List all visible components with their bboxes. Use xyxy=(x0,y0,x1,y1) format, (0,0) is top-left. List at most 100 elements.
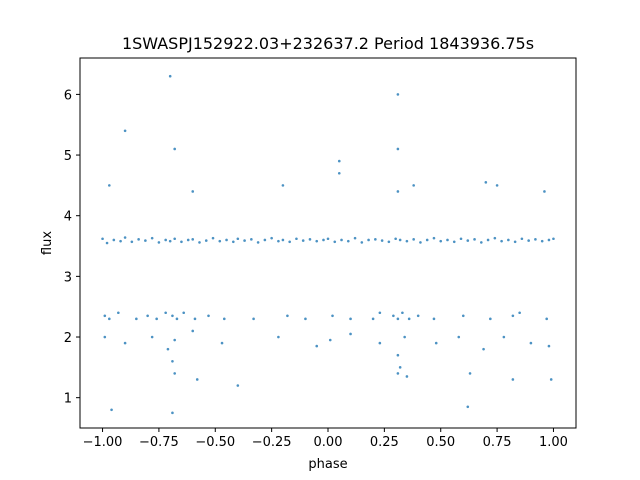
x-tick-label: 0.25 xyxy=(370,435,399,450)
data-point xyxy=(396,317,400,321)
data-point xyxy=(301,239,305,242)
data-point xyxy=(493,236,497,240)
data-point xyxy=(432,317,436,321)
data-point xyxy=(175,317,179,321)
data-point xyxy=(218,239,222,243)
data-point xyxy=(243,239,246,242)
data-point xyxy=(112,238,116,242)
data-point xyxy=(511,378,515,381)
data-point xyxy=(396,147,400,151)
data-point xyxy=(540,239,544,243)
data-point xyxy=(425,238,429,242)
data-point xyxy=(195,378,199,381)
data-point xyxy=(117,311,120,315)
data-point xyxy=(168,239,172,243)
data-point xyxy=(380,239,384,242)
data-point xyxy=(225,238,228,242)
data-point xyxy=(110,408,113,412)
data-point xyxy=(173,147,176,151)
data-point xyxy=(171,314,174,318)
data-point xyxy=(119,239,122,243)
x-tick-label: −0.50 xyxy=(195,435,235,450)
data-point xyxy=(349,317,352,321)
data-point xyxy=(164,238,167,242)
data-point xyxy=(367,238,370,242)
y-axis-ticks: 1 2 3 4 5 6 xyxy=(64,88,80,407)
data-point xyxy=(396,93,400,96)
data-point xyxy=(398,366,402,369)
data-point xyxy=(412,238,415,241)
data-point xyxy=(236,384,240,387)
data-point xyxy=(322,238,325,242)
data-point xyxy=(180,240,183,244)
data-point xyxy=(211,236,215,240)
data-point xyxy=(346,239,350,243)
data-point xyxy=(405,375,409,378)
data-point xyxy=(459,237,463,241)
data-point xyxy=(507,238,510,242)
data-point xyxy=(434,341,438,345)
data-point xyxy=(108,317,111,321)
data-point xyxy=(371,317,375,321)
data-point xyxy=(135,317,138,321)
y-tick-label: 3 xyxy=(64,270,72,285)
data-point xyxy=(308,238,312,241)
data-point xyxy=(105,241,109,245)
data-point xyxy=(326,237,330,241)
data-point xyxy=(333,240,337,244)
data-point xyxy=(461,314,465,318)
data-point xyxy=(236,237,240,241)
x-axis-label: phase xyxy=(308,457,347,472)
data-point xyxy=(207,314,210,318)
data-point xyxy=(277,335,280,339)
data-point xyxy=(419,241,422,244)
data-point xyxy=(130,240,134,244)
data-point xyxy=(401,311,404,315)
data-point xyxy=(446,238,449,242)
data-point xyxy=(486,238,490,242)
data-point xyxy=(281,184,285,187)
data-point xyxy=(191,238,195,241)
x-axis-ticks: −1.00 −0.75 −0.50 −0.25 0.00 0.25 0.50 0.75 1.00 xyxy=(83,428,568,450)
data-point xyxy=(378,341,382,345)
data-point xyxy=(146,314,149,318)
data-point xyxy=(220,341,224,345)
data-point xyxy=(534,238,537,241)
y-tick-label: 1 xyxy=(64,392,72,407)
data-point xyxy=(412,184,415,187)
data-point xyxy=(331,314,334,318)
data-point xyxy=(123,236,127,239)
x-tick-label: −0.25 xyxy=(252,435,292,450)
data-point xyxy=(407,317,411,321)
data-point xyxy=(480,241,483,244)
data-point xyxy=(281,238,285,242)
data-point xyxy=(157,241,161,244)
data-point xyxy=(360,241,364,244)
x-tick-label: −1.00 xyxy=(83,435,123,450)
data-point xyxy=(144,239,147,242)
data-point xyxy=(263,238,267,242)
x-tick-label: 1.00 xyxy=(539,435,568,450)
data-point xyxy=(171,359,174,363)
data-point xyxy=(552,237,555,241)
data-point xyxy=(527,239,530,242)
data-point xyxy=(349,332,352,336)
data-point xyxy=(416,314,420,318)
data-point xyxy=(191,329,195,333)
data-point xyxy=(457,335,461,339)
y-tick-label: 5 xyxy=(64,149,72,164)
data-point xyxy=(252,317,255,321)
data-point xyxy=(378,311,382,315)
data-point xyxy=(466,239,470,242)
data-point xyxy=(277,239,280,243)
data-point xyxy=(432,236,436,240)
data-point xyxy=(396,372,400,375)
data-point xyxy=(295,237,298,241)
data-point xyxy=(489,317,492,321)
data-point xyxy=(164,311,167,315)
data-point xyxy=(137,238,140,241)
data-point xyxy=(101,237,104,241)
x-tick-label: 0.75 xyxy=(483,435,512,450)
data-point xyxy=(328,338,332,342)
